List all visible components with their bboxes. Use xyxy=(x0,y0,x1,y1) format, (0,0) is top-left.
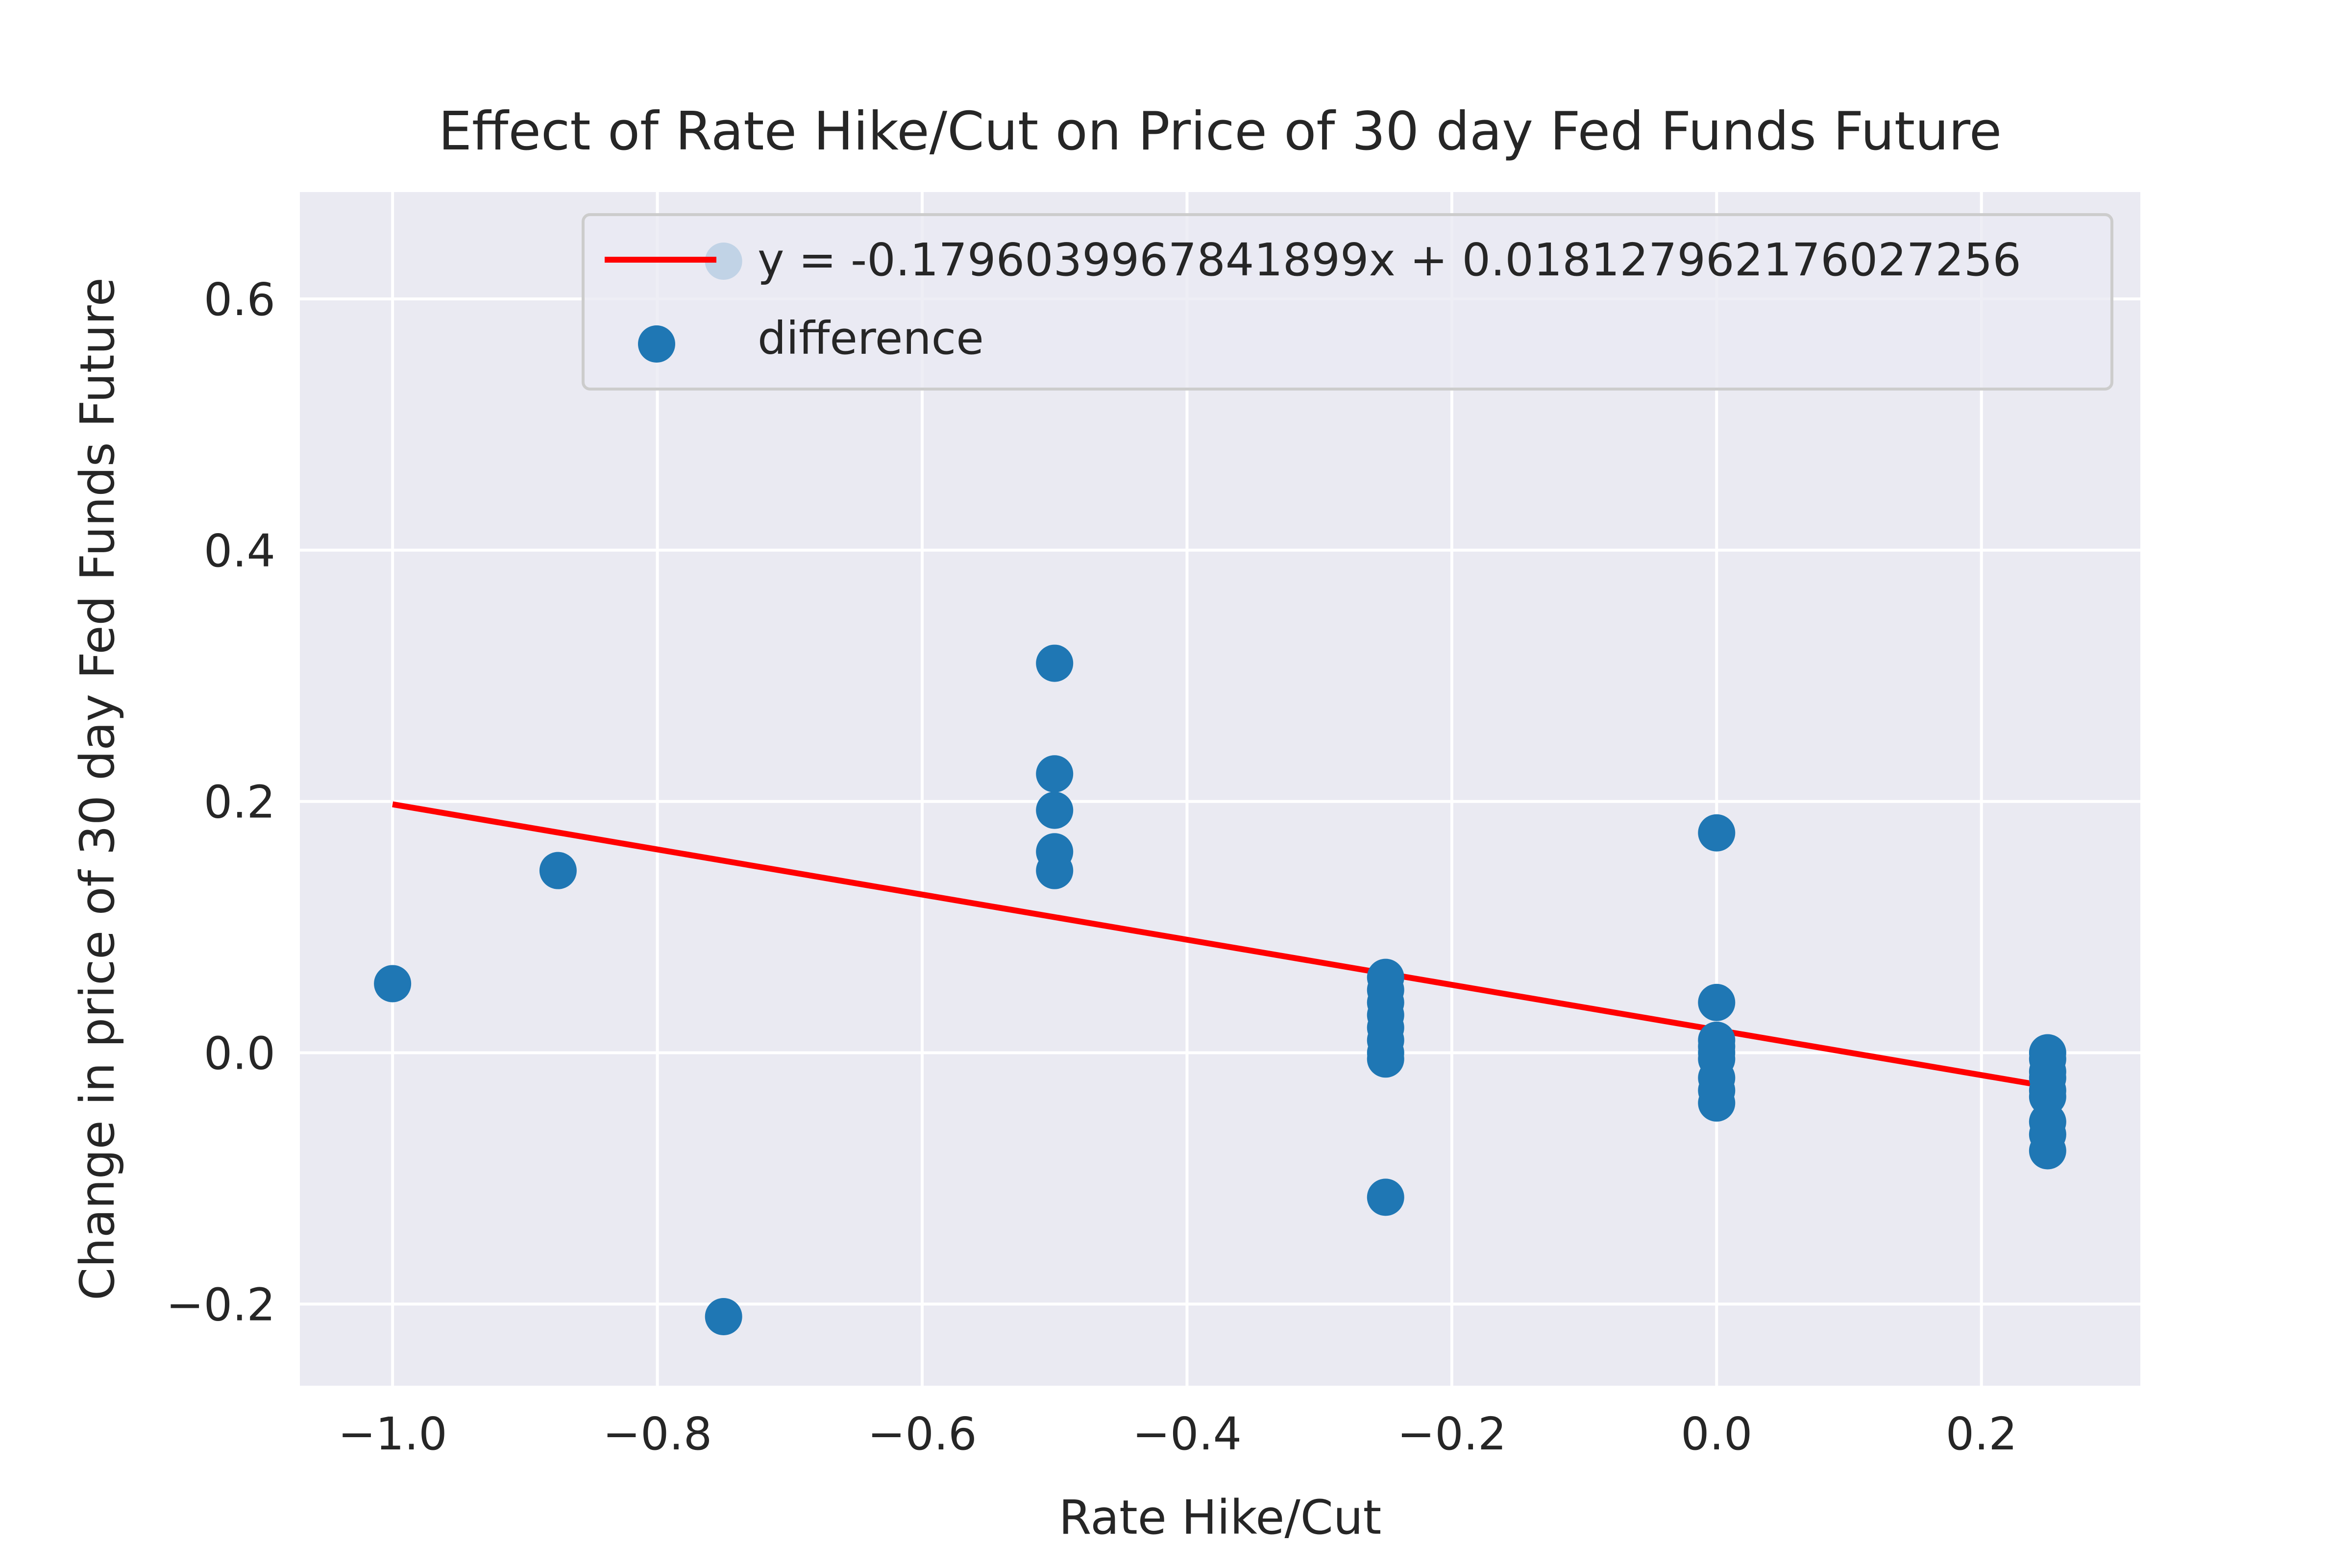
scatter-point xyxy=(705,1298,742,1335)
scatter-point xyxy=(1036,852,1074,889)
scatter-point xyxy=(374,965,412,1003)
y-tick-label: 0.6 xyxy=(204,273,275,326)
scatter-point xyxy=(1698,1084,1736,1122)
scatter-point xyxy=(2029,1132,2066,1170)
y-tick-labels: −0.2 0.0 0.2 0.4 0.6 xyxy=(166,273,275,1331)
grid xyxy=(300,192,2140,1386)
x-axis-label: Rate Hike/Cut xyxy=(1059,1490,1382,1545)
chart-title: Effect of Rate Hike/Cut on Price of 30 d… xyxy=(439,101,2002,162)
regression-line xyxy=(392,801,2048,1090)
scatter-points-group xyxy=(374,243,2066,1335)
scatter-point xyxy=(1698,814,1736,852)
x-tick-label: 0.0 xyxy=(1681,1408,1752,1460)
legend-marker-difference xyxy=(638,325,675,363)
regression-line-group xyxy=(392,801,2048,1090)
legend-label-regression: y = -0.1796039967841899x + 0.01812796217… xyxy=(758,234,2021,286)
legend-label-difference: difference xyxy=(758,312,984,365)
y-axis-label: Change in price of 30 day Fed Funds Futu… xyxy=(70,277,125,1300)
x-tick-label: −0.6 xyxy=(867,1408,977,1460)
scatter-point xyxy=(1367,1178,1404,1216)
x-tick-label: 0.2 xyxy=(1946,1408,2017,1460)
y-tick-label: 0.0 xyxy=(204,1027,275,1079)
x-tick-label: −1.0 xyxy=(338,1408,447,1460)
y-tick-label: 0.2 xyxy=(204,776,275,829)
legend-box xyxy=(582,213,2113,391)
y-tick-label: 0.4 xyxy=(204,525,275,577)
y-tick-label: −0.2 xyxy=(166,1278,275,1331)
scatter-point xyxy=(539,852,577,889)
scatter-point xyxy=(1036,755,1074,793)
legend: y = -0.1796039967841899x + 0.01812796217… xyxy=(582,213,2113,391)
x-tick-label: −0.8 xyxy=(603,1408,712,1460)
scatter-point xyxy=(1698,983,1736,1021)
scatter-point xyxy=(1367,1040,1404,1078)
plot-background xyxy=(300,192,2140,1386)
scatter-point xyxy=(1036,791,1074,829)
scatter-point xyxy=(1036,644,1074,682)
x-tick-label: −0.2 xyxy=(1397,1408,1506,1460)
x-tick-labels: −1.0 −0.8 −0.6 −0.4 −0.2 0.0 0.2 xyxy=(338,1408,2017,1460)
x-tick-label: −0.4 xyxy=(1132,1408,1242,1460)
